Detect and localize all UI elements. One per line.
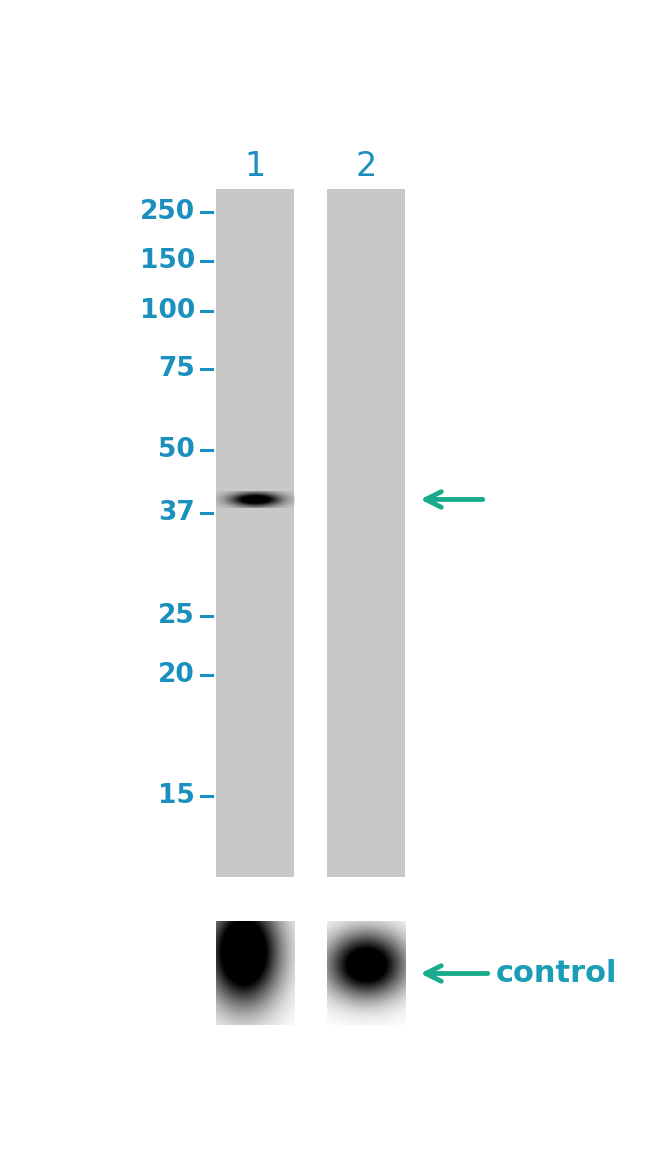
Text: 100: 100 [140, 298, 195, 323]
Bar [327, 189, 405, 876]
Bar [216, 189, 294, 876]
Text: 25: 25 [158, 603, 195, 629]
Text: 2: 2 [355, 151, 376, 183]
Text: 75: 75 [158, 356, 195, 382]
Text: 15: 15 [158, 783, 195, 809]
Text: control: control [495, 959, 617, 988]
Text: 50: 50 [158, 438, 195, 463]
Text: 150: 150 [140, 249, 195, 274]
Text: 20: 20 [158, 662, 195, 687]
Text: 37: 37 [158, 499, 195, 526]
Text: 250: 250 [140, 198, 195, 225]
Text: 1: 1 [244, 151, 266, 183]
